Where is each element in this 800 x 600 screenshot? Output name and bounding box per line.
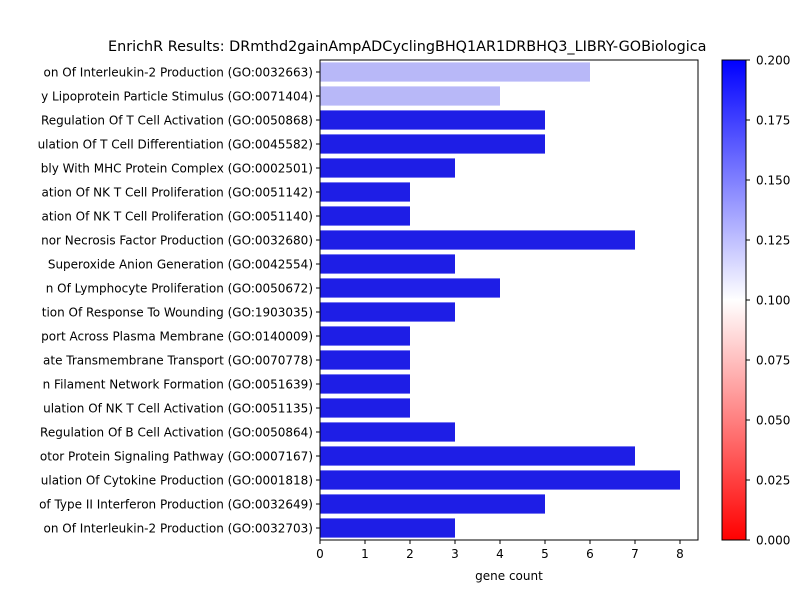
bar: [320, 446, 635, 466]
y-tick-label: y Lipoprotein Particle Stimulus (GO:0071…: [41, 89, 313, 103]
bar: [320, 350, 410, 370]
x-tick-label: 0: [316, 547, 324, 561]
bar: [320, 230, 635, 250]
y-tick-label: port Across Plasma Membrane (GO:0140009): [41, 329, 313, 343]
category-label-group: on Of Interleukin-2 Production (GO:00326…: [38, 65, 320, 535]
bar: [320, 422, 455, 442]
x-axis: 0 1 2 3 4 5 6 7 8: [316, 540, 684, 561]
colorbar-tick-label: 0.100: [756, 293, 790, 307]
x-tick-label: 5: [541, 547, 549, 561]
colorbar: 0.000 0.025 0.050 0.075 0.100 0.125 0.150 0.175…: [721, 53, 790, 547]
y-tick-label: ate Transmembrane Transport (GO:0070778): [43, 353, 313, 367]
bar: [320, 326, 410, 346]
bar: [320, 182, 410, 202]
bar: [320, 206, 410, 226]
colorbar-gradient: [721, 59, 747, 541]
y-tick-label: of Type II Interferon Production (GO:003…: [39, 497, 313, 511]
y-tick-label: n Filament Network Formation (GO:0051639…: [43, 377, 313, 391]
y-tick-label: ation Of NK T Cell Proliferation (GO:005…: [42, 185, 313, 199]
x-tick-label: 4: [496, 547, 504, 561]
y-tick-label: ulation Of Cytokine Production (GO:00018…: [41, 473, 313, 487]
x-tick-label: 2: [406, 547, 414, 561]
colorbar-tick-label: 0.175: [756, 113, 790, 127]
y-tick-label: nor Necrosis Factor Production (GO:00326…: [41, 233, 313, 247]
y-tick-label: bly With MHC Protein Complex (GO:0002501…: [41, 161, 313, 175]
y-tick-label: otor Protein Signaling Pathway (GO:00071…: [40, 449, 313, 463]
x-tick-label: 1: [361, 547, 369, 561]
bar: [320, 398, 410, 418]
colorbar-tick-label: 0.200: [756, 53, 790, 67]
y-tick-label: Regulation Of T Cell Activation (GO:0050…: [41, 113, 313, 127]
bar: [320, 374, 410, 394]
y-tick-label: ation Of NK T Cell Proliferation (GO:005…: [42, 209, 313, 223]
bar: [320, 62, 590, 82]
bar: [320, 278, 500, 298]
y-tick-label: Regulation Of B Cell Activation (GO:0050…: [40, 425, 313, 439]
colorbar-tick-label: 0.125: [756, 233, 790, 247]
colorbar-tick-label: 0.000: [756, 533, 790, 547]
bar: [320, 302, 455, 322]
x-tick-label: 7: [631, 547, 639, 561]
bar: [320, 86, 500, 106]
bar: [320, 494, 545, 514]
y-tick-label: ulation Of T Cell Differentiation (GO:00…: [38, 137, 313, 151]
bar: [320, 518, 455, 538]
chart-title: EnrichR Results: DRmthd2gainAmpADCycling…: [108, 39, 706, 55]
colorbar-tick-label: 0.075: [756, 353, 790, 367]
y-tick-label: on Of Interleukin-2 Production (GO:00327…: [44, 521, 313, 535]
y-tick-label: tion Of Response To Wounding (GO:1903035…: [42, 305, 313, 319]
y-tick-label: ulation Of NK T Cell Activation (GO:0051…: [43, 401, 313, 415]
colorbar-tick-label: 0.150: [756, 173, 790, 187]
bar: [320, 134, 545, 154]
bar-group: [320, 62, 680, 538]
x-axis-label: gene count: [475, 569, 543, 583]
x-tick-label: 3: [451, 547, 459, 561]
x-tick-label: 6: [586, 547, 594, 561]
colorbar-tick-group: 0.000 0.025 0.050 0.075 0.100 0.125 0.150 0.175…: [746, 53, 790, 547]
colorbar-tick-label: 0.050: [756, 413, 790, 427]
plot-frame: [319, 59, 699, 541]
bar: [320, 110, 545, 130]
bar: [320, 470, 680, 490]
x-tick-label: 8: [676, 547, 684, 561]
bar: [320, 158, 455, 178]
colorbar-tick-label: 0.025: [756, 473, 790, 487]
y-tick-label: n Of Lymphocyte Proliferation (GO:005067…: [46, 281, 313, 295]
bar: [320, 254, 455, 274]
y-tick-label: Superoxide Anion Generation (GO:0042554): [48, 257, 313, 271]
y-tick-label: on Of Interleukin-2 Production (GO:00326…: [44, 65, 313, 79]
